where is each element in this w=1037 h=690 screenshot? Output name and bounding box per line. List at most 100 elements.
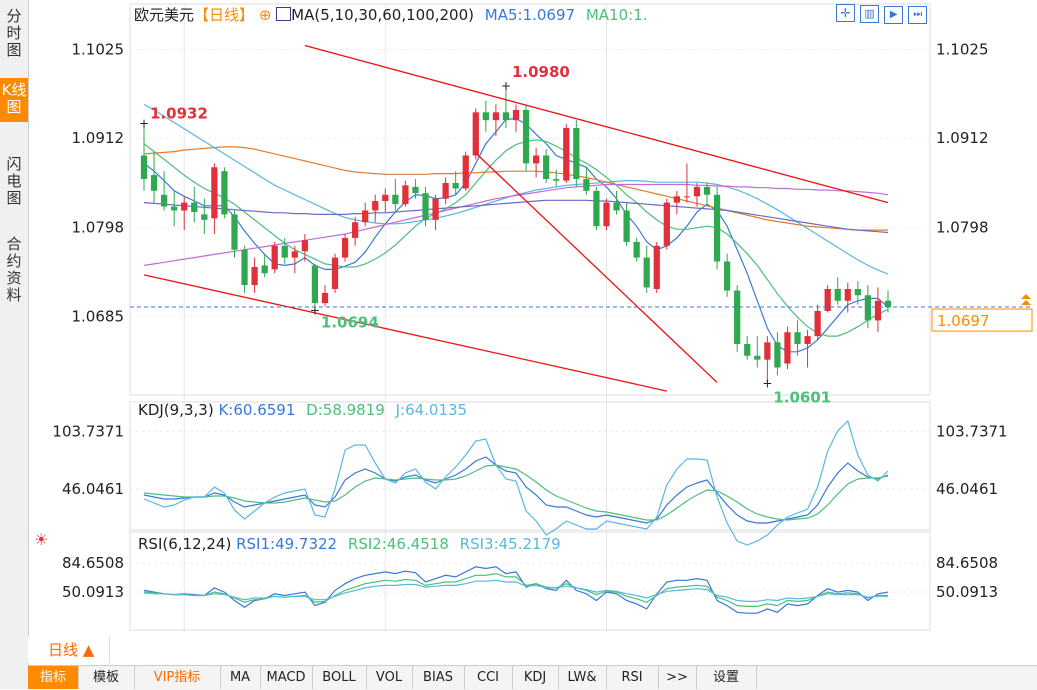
candle-body	[502, 112, 510, 121]
candle	[362, 202, 369, 227]
price-tick-right: 1.0798	[936, 219, 989, 237]
candle	[402, 180, 409, 207]
kdj-legend: KDJ(9,3,3) K:60.6591 D:58.9819 J:64.0135	[138, 401, 467, 419]
candle	[271, 241, 278, 274]
candle	[603, 198, 610, 231]
candle-body	[784, 332, 791, 364]
candle-body	[593, 190, 600, 227]
candle-body	[734, 290, 741, 344]
play-icon[interactable]: ▶	[884, 6, 904, 24]
candle	[884, 290, 892, 313]
candle-body	[673, 196, 680, 203]
candle	[512, 104, 520, 132]
candle-body	[814, 310, 821, 337]
indicator-tab[interactable]: VIP指标	[134, 666, 221, 689]
sun-icon[interactable]: ☀	[34, 530, 49, 549]
sidebar-tab-flash[interactable]: 闪电图	[6, 155, 22, 207]
ma-icon[interactable]	[276, 7, 292, 21]
indicator-tab[interactable]: KDJ	[512, 666, 559, 689]
sidebar-tab-kline[interactable]: K线图	[0, 78, 28, 122]
indicator-tab[interactable]: >>	[658, 666, 697, 689]
indicator-tab[interactable]: MA	[220, 666, 261, 689]
next-icon[interactable]: ⏭	[908, 6, 928, 24]
candle	[372, 194, 379, 223]
candle-body	[563, 128, 570, 181]
candle-body	[462, 155, 469, 189]
candle-body	[221, 171, 228, 215]
period-selector[interactable]: 日线 ▲	[28, 637, 110, 663]
candle	[221, 167, 228, 219]
current-price-value: 1.0697	[937, 312, 990, 330]
candle-body	[864, 295, 872, 321]
indicator-tab[interactable]: RSI	[606, 666, 659, 689]
candle-body	[432, 198, 439, 220]
indicator-tab[interactable]: 模板	[78, 666, 135, 689]
rsi2-value: RSI2:46.4518	[347, 535, 449, 553]
candle	[794, 320, 801, 356]
extreme-marker: +	[139, 117, 149, 131]
candle-body	[482, 112, 489, 121]
candle-body	[362, 210, 369, 223]
indicator-tab[interactable]: 指标	[28, 666, 79, 689]
chart-canvas[interactable]: 1.1025 1.1025 1.0912 1.0912 1.0798 1.0798 1.06…	[28, 0, 1037, 637]
candle	[492, 104, 500, 136]
indicator-tab[interactable]: BIAS	[412, 666, 465, 689]
candle	[321, 285, 329, 307]
candle	[804, 329, 811, 368]
candle	[623, 202, 630, 246]
candle	[874, 287, 882, 333]
candle-body	[271, 245, 278, 270]
indicator-tab[interactable]: VOL	[366, 666, 413, 689]
candle-body	[422, 193, 429, 220]
add-indicator-icon[interactable]: ⊕	[258, 6, 272, 24]
zoom-icon[interactable]: ▥	[860, 5, 880, 23]
candle	[734, 285, 741, 352]
indicator-tab[interactable]: BOLL	[312, 666, 367, 689]
trend-line	[475, 152, 718, 383]
candle	[703, 182, 711, 207]
indicator-tab[interactable]: CCI	[464, 666, 513, 689]
candle	[593, 186, 600, 231]
candle-body	[663, 202, 670, 246]
extreme-marker: +	[501, 79, 511, 93]
ma100-line	[143, 183, 889, 266]
price-panel-frame	[129, 3, 931, 396]
candle-body	[442, 182, 449, 199]
candle-body	[693, 186, 701, 197]
extreme-marker: +	[310, 303, 320, 317]
kdj-j-value: J:64.0135	[395, 401, 468, 419]
candle	[281, 237, 288, 264]
candle-body	[191, 202, 198, 213]
candle-body	[884, 300, 892, 308]
rsi-panel-frame	[129, 531, 931, 631]
candle-body	[764, 342, 771, 360]
indicator-tab[interactable]: MACD	[260, 666, 313, 689]
candle	[341, 234, 349, 262]
candle	[432, 194, 439, 231]
rsi-tick-left: 84.6508	[62, 554, 124, 572]
rsi-name: RSI(6,12,24)	[138, 535, 232, 553]
price-tick-right: 1.0912	[936, 129, 989, 147]
candle-body	[553, 179, 560, 181]
indicator-tab[interactable]: 设置	[696, 666, 757, 689]
sidebar-tab-timeline[interactable]: 分时图	[6, 7, 22, 59]
candle-body	[844, 288, 851, 301]
candle-body	[492, 112, 500, 121]
kdj-tick-left: 103.7371	[52, 422, 124, 440]
kdj-d-line	[143, 464, 889, 521]
rsi-legend: RSI(6,12,24) RSI1:49.7322 RSI2:46.4518 R…	[138, 535, 561, 553]
candle-body	[724, 261, 731, 291]
sidebar-tab-contract-info[interactable]: 合约资料	[6, 235, 22, 304]
candle-body	[744, 343, 751, 356]
candle	[311, 263, 319, 310]
candle-body	[754, 355, 761, 360]
candle	[814, 304, 821, 341]
crosshair-icon[interactable]: ✛	[836, 4, 855, 22]
indicator-tab[interactable]: LW&	[558, 666, 607, 689]
candle-body	[713, 194, 721, 262]
extreme-label: 1.0601	[773, 388, 831, 406]
candle	[774, 332, 781, 376]
candle	[563, 124, 570, 183]
rsi2-line	[143, 572, 888, 608]
chart-area[interactable]: 1.1025 1.1025 1.0912 1.0912 1.0798 1.0798 1.06…	[28, 0, 1037, 689]
